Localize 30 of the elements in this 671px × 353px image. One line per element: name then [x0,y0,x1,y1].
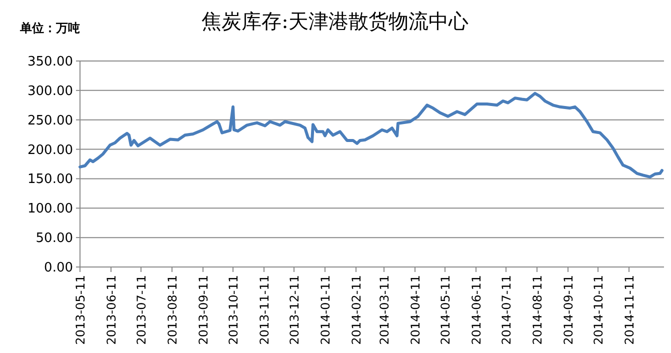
y-axis-title: 单位：万吨 [19,21,80,35]
x-tick-label: 2014-09-11 [562,275,576,345]
x-tick-label: 2013-12-11 [288,275,302,345]
y-tick-label: 250.00 [28,113,73,128]
y-tick-label: 0.00 [44,260,73,276]
x-tick-label: 2014-04-11 [408,275,422,345]
y-tick-label: 50.00 [36,231,73,246]
x-tick-label: 2013-05-11 [74,275,88,345]
x-tick-label: 2013-06-11 [104,275,118,345]
y-tick-label: 200.00 [28,142,73,158]
x-tick-label: 2014-08-11 [530,275,544,345]
x-tick-label: 2013-09-11 [196,275,210,345]
x-tick-label: 2014-11-11 [622,275,636,345]
chart-title: 焦炭库存:天津港散货物流中心 [202,9,468,33]
x-tick-label: 2014-02-11 [350,275,364,345]
y-tick-label: 100.00 [28,202,73,217]
y-tick-label: 300.00 [28,84,73,99]
y-tick-label: 150.00 [28,172,73,188]
x-tick-label: 2014-06-11 [470,275,484,345]
x-tick-label: 2014-07-11 [500,275,514,345]
x-tick-label: 2014-10-11 [592,275,606,345]
x-tick-label: 2014-03-11 [378,275,392,345]
x-tick-label: 2014-05-11 [438,275,452,345]
line-series [78,92,664,178]
x-tick-label: 2013-07-11 [134,275,148,345]
x-tick-label: 2014-01-11 [318,275,332,345]
x-tick-label: 2013-08-11 [166,275,180,345]
x-tick-label: 2013-10-11 [226,275,240,345]
x-tick-label: 2013-11-11 [258,275,272,345]
y-tick-label: 350.00 [28,54,73,70]
